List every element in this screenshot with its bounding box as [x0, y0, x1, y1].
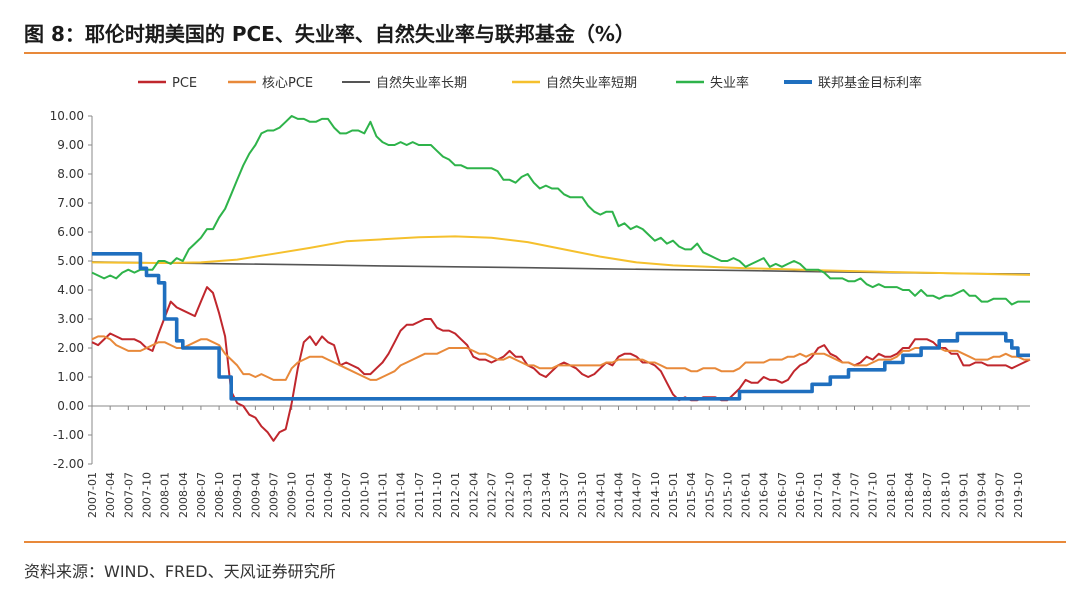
y-tick-label: 0.00 [57, 399, 84, 413]
series-line-5 [91, 115, 1030, 306]
y-tick-label: 1.00 [57, 370, 84, 384]
x-tick-label: 2016-04 [758, 472, 771, 518]
y-tick-label: 9.00 [57, 138, 84, 152]
x-tick-label: 2018-01 [885, 472, 898, 518]
legend-label-3: 自然失业率长期 [376, 75, 467, 91]
x-tick-label: 2018-07 [921, 472, 934, 518]
x-tick-label: 2017-10 [867, 472, 880, 518]
y-tick-label: -2.00 [53, 457, 84, 471]
title-divider [24, 52, 1066, 54]
x-tick-label: 2011-10 [431, 472, 444, 518]
x-tick-label: 2013-04 [540, 472, 553, 518]
x-tick-label: 2015-01 [667, 472, 680, 518]
x-tick-label: 2012-01 [449, 472, 462, 518]
x-tick-label: 2009-04 [249, 472, 262, 518]
y-tick-label: 6.00 [57, 225, 84, 239]
x-tick-label: 2008-04 [177, 472, 190, 518]
x-tick-label: 2018-04 [903, 472, 916, 518]
x-tick-label: 2019-10 [1012, 472, 1025, 518]
legend-label-2: 核心PCE [262, 76, 313, 91]
source-note: 资料来源：WIND、FRED、天风证券研究所 [24, 562, 336, 581]
x-tick-label: 2011-01 [376, 472, 389, 518]
x-tick-label: 2014-04 [612, 472, 625, 518]
x-tick-label: 2012-10 [504, 472, 517, 518]
x-tick-label: 2009-07 [268, 472, 281, 518]
x-tick-label: 2008-10 [213, 472, 226, 518]
y-tick-label: 7.00 [57, 196, 84, 210]
x-tick-label: 2017-07 [849, 472, 862, 518]
x-tick-label: 2009-01 [231, 472, 244, 518]
x-tick-label: 2012-07 [485, 472, 498, 518]
y-tick-label: 5.00 [57, 254, 84, 268]
x-tick-label: 2010-07 [340, 472, 353, 518]
x-tick-label: 2016-07 [776, 472, 789, 518]
x-tick-label: 2015-04 [685, 472, 698, 518]
y-tick-label: 2.00 [57, 341, 84, 355]
x-tick-label: 2007-07 [122, 472, 135, 518]
legend-label-5: 失业率 [710, 75, 749, 91]
x-tick-label: 2015-10 [721, 472, 734, 518]
x-tick-label: 2008-01 [159, 472, 172, 518]
source-divider [24, 541, 1066, 543]
x-tick-label: 2018-10 [939, 472, 952, 518]
figure-title: 图 8：耶伦时期美国的 PCE、失业率、自然失业率与联邦基金（%） [24, 22, 635, 46]
x-tick-label: 2019-04 [976, 472, 989, 518]
x-tick-label: 2014-10 [649, 472, 662, 518]
x-tick-label: 2012-04 [467, 472, 480, 518]
x-tick-label: 2010-10 [358, 472, 371, 518]
x-tick-label: 2010-01 [304, 472, 317, 518]
series-line-4 [91, 235, 1031, 276]
x-tick-label: 2007-04 [104, 472, 117, 518]
x-tick-label: 2010-04 [322, 472, 335, 518]
series-line-2 [91, 335, 1030, 381]
x-tick-label: 2013-07 [558, 472, 571, 518]
x-tick-label: 2007-10 [140, 472, 153, 518]
legend-label-1: PCE [172, 76, 197, 91]
x-tick-label: 2009-10 [286, 472, 299, 518]
series-line-1 [91, 286, 1031, 442]
y-tick-label: 8.00 [57, 167, 84, 181]
y-tick-label: 3.00 [57, 312, 84, 326]
x-tick-label: 2017-04 [830, 472, 843, 518]
line-chart: -2.00 -1.00 0.00 1.00 2.00 3.00 4.00 5.00 6.00 7.… [50, 75, 1031, 518]
x-tick-label: 2013-10 [576, 472, 589, 518]
x-tick-label: 2016-01 [740, 472, 753, 518]
x-tick-label: 2014-07 [631, 472, 644, 518]
x-tick-label: 2013-01 [522, 472, 535, 518]
y-tick-label: 10.00 [50, 109, 84, 123]
x-tick-label: 2007-01 [86, 472, 99, 518]
x-tick-label: 2019-01 [957, 472, 970, 518]
legend-label-4: 自然失业率短期 [546, 75, 637, 91]
y-tick-label: -1.00 [53, 428, 84, 442]
x-tick-label: 2015-07 [703, 472, 716, 518]
x-tick-label: 2014-01 [594, 472, 607, 518]
legend-label-6: 联邦基金目标利率 [818, 75, 922, 91]
x-tick-label: 2011-07 [413, 472, 426, 518]
x-tick-label: 2019-07 [994, 472, 1007, 518]
x-tick-label: 2008-07 [195, 472, 208, 518]
y-tick-label: 4.00 [57, 283, 84, 297]
x-tick-label: 2017-01 [812, 472, 825, 518]
x-tick-label: 2016-10 [794, 472, 807, 518]
series-line-6 [92, 252, 1030, 401]
x-tick-label: 2011-04 [395, 472, 408, 518]
